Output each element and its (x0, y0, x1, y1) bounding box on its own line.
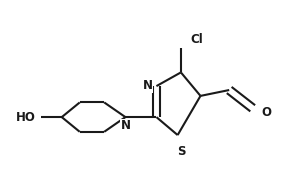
Text: N: N (120, 119, 130, 132)
Text: HO: HO (16, 111, 36, 124)
Text: O: O (261, 106, 271, 119)
Text: N: N (143, 79, 153, 92)
Text: Cl: Cl (191, 33, 204, 46)
Text: S: S (177, 145, 185, 158)
